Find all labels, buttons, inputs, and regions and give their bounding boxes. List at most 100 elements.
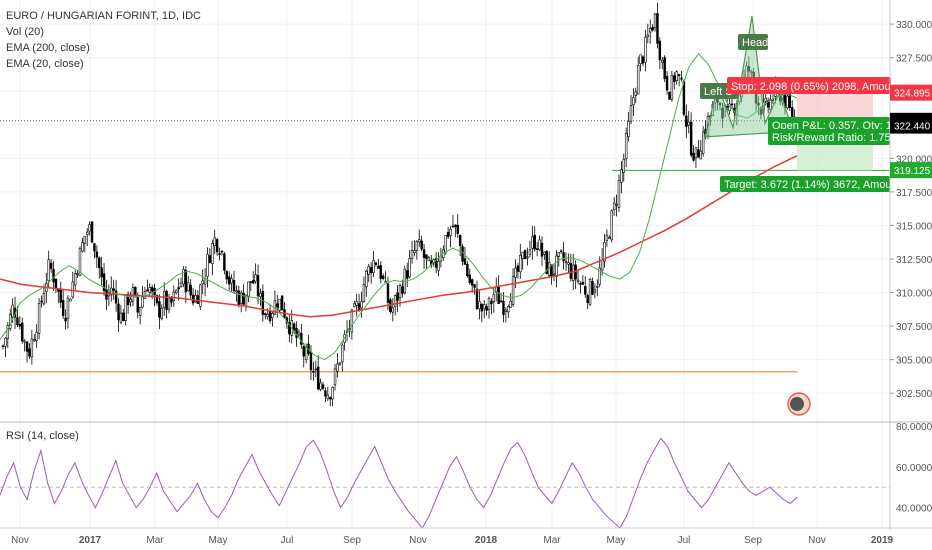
candle-body <box>191 294 195 304</box>
candle-body <box>526 256 529 259</box>
candle-body <box>605 234 609 241</box>
candle-body <box>668 91 671 100</box>
legend-ema200[interactable]: EMA (200, close) <box>6 42 90 54</box>
candle-body <box>699 150 702 160</box>
candle-body <box>129 298 132 303</box>
bell-badge-icon[interactable] <box>787 392 811 416</box>
candle <box>360 291 363 318</box>
candle-body <box>663 57 666 79</box>
candle <box>35 323 38 349</box>
candle <box>610 209 613 243</box>
candle <box>249 281 253 292</box>
y-tick-label: 307.500 <box>896 322 932 333</box>
candle-body <box>126 293 130 306</box>
price-axis[interactable]: 330.000327.500325.000322.500320.000317.5… <box>889 0 932 530</box>
candle-body <box>377 265 380 269</box>
candle-body <box>254 274 257 282</box>
candle-body <box>365 270 368 288</box>
candle <box>314 360 318 378</box>
candle <box>365 269 368 297</box>
candle-body <box>434 258 438 268</box>
candle <box>138 306 142 325</box>
candle-body <box>786 95 789 109</box>
candle <box>307 334 310 356</box>
candle <box>641 55 645 67</box>
candle <box>341 342 344 372</box>
rsi-legend[interactable]: RSI (14, close) <box>6 430 79 442</box>
candle-body <box>632 97 635 106</box>
candle <box>213 229 216 255</box>
candle <box>790 100 794 120</box>
candle-body <box>23 340 26 343</box>
candle <box>415 240 419 260</box>
candle-body <box>653 13 657 29</box>
candle-body <box>596 286 599 288</box>
candle-body <box>141 296 144 308</box>
candle <box>162 282 166 316</box>
rsi-panel: 80.0000 60.0000 40.0000 <box>0 421 932 529</box>
candle <box>393 294 397 316</box>
candle <box>297 329 301 338</box>
legend-vol[interactable]: Vol (20) <box>6 26 44 38</box>
candle-body <box>93 243 96 252</box>
head-label: Head <box>742 37 768 49</box>
candle-body <box>218 253 221 255</box>
candle <box>215 238 219 256</box>
candle <box>278 298 281 313</box>
candle-body <box>247 281 250 297</box>
candle <box>420 235 423 252</box>
price-tag: 324.895 <box>894 89 931 100</box>
candle-body <box>381 275 385 279</box>
candle-body <box>473 284 476 288</box>
candle <box>692 145 695 162</box>
candle-body <box>535 248 539 250</box>
left-shoulder-label: Left S <box>704 86 733 98</box>
candle-body <box>451 225 455 228</box>
candle <box>425 254 428 269</box>
candle <box>146 279 149 292</box>
candle-body <box>415 241 419 251</box>
legend-title[interactable]: EURO / HUNGARIAN FORINT, 1D, IDC <box>6 10 201 22</box>
candle-body <box>617 179 621 208</box>
candle <box>218 247 221 261</box>
candle <box>69 298 72 302</box>
time-axis[interactable]: Nov 2017 Mar May Jul Sep Nov 2018 Mar May Jul Sep No… <box>0 527 932 546</box>
y-tick-label: 305.000 <box>896 356 932 367</box>
candle <box>391 298 394 322</box>
candle <box>93 243 96 259</box>
candle <box>697 140 700 158</box>
candle <box>579 281 582 294</box>
candle <box>23 339 26 352</box>
candle <box>300 323 303 349</box>
candle-body <box>398 285 402 298</box>
candle <box>507 304 510 319</box>
candle-body <box>249 281 253 283</box>
candle-body <box>790 107 794 118</box>
candle <box>552 264 556 282</box>
x-tick-label: 2017 <box>79 535 102 546</box>
candle-body <box>425 254 428 259</box>
candle-body <box>466 263 469 277</box>
candle-body <box>71 281 74 298</box>
legend-ema20[interactable]: EMA (20, close) <box>6 58 84 70</box>
candle-body <box>326 394 330 400</box>
candle-body <box>215 239 219 253</box>
candle-body <box>492 294 496 302</box>
candle <box>357 293 361 312</box>
candle <box>110 276 113 302</box>
candle-body <box>28 348 31 357</box>
candle <box>644 29 647 72</box>
candle <box>557 252 561 267</box>
candle <box>495 277 498 302</box>
candle <box>158 294 161 330</box>
candle <box>622 153 625 182</box>
candle <box>401 279 404 298</box>
candle-body <box>490 301 493 305</box>
candle <box>239 290 243 313</box>
candle <box>117 298 120 332</box>
stop-label: Stop: 2.098 (0.65%) 2098, Amou <box>731 81 891 93</box>
candle-body <box>386 283 390 303</box>
candle-body <box>21 322 24 342</box>
candle <box>254 263 257 284</box>
